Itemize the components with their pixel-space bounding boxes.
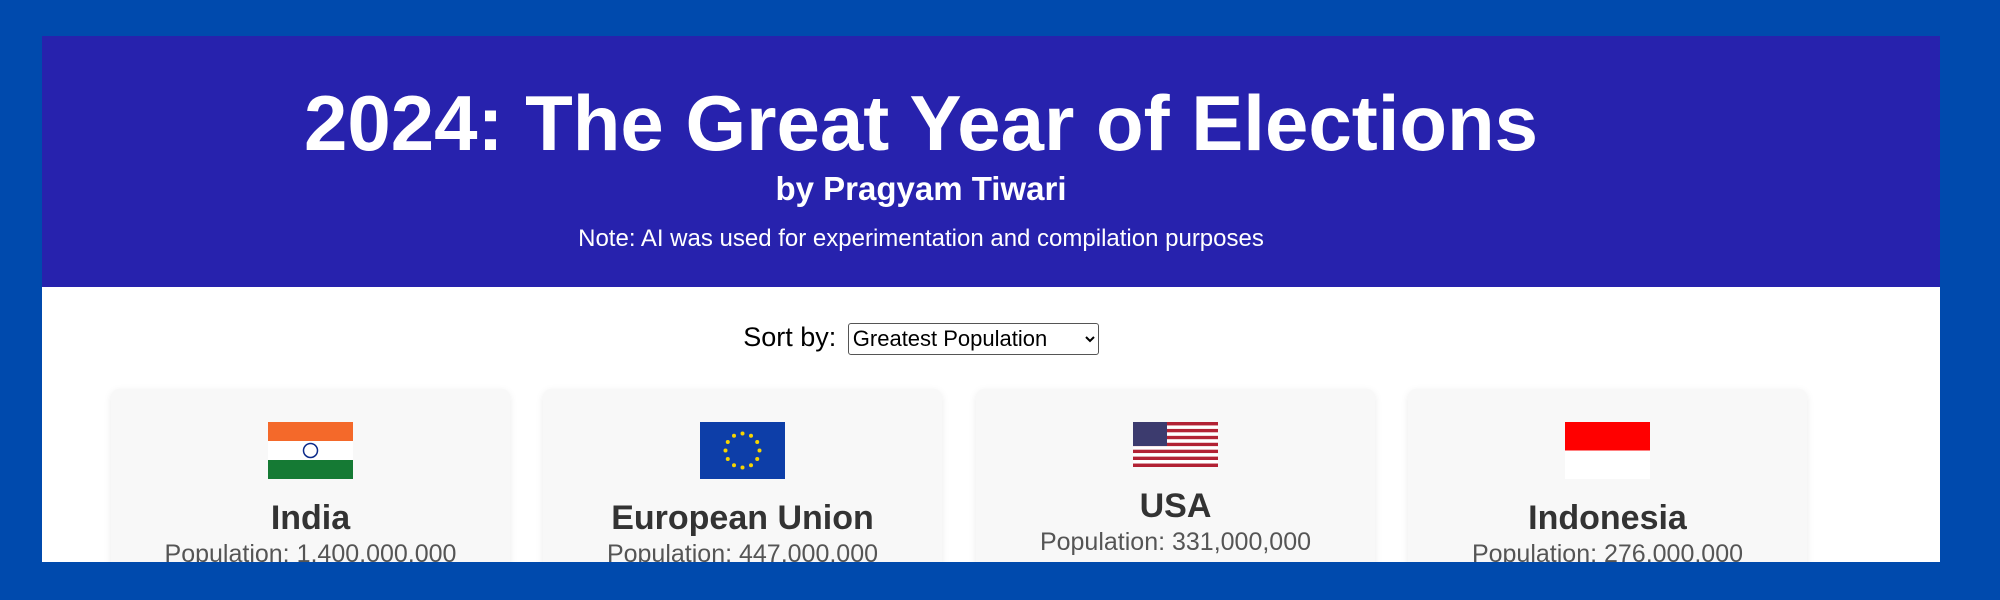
sort-label: Sort by: <box>743 322 837 352</box>
app: 2024: The Great Year of Elections by Pra… <box>42 36 1940 562</box>
country-card: USA Population: 331,000,000 <box>976 389 1375 562</box>
country-population: Population: 331,000,000 <box>1039 528 1312 556</box>
country-population: Population: 276,000,000 <box>1471 540 1744 562</box>
country-name: Indonesia <box>1528 499 1687 537</box>
country-card: India Population: 1,400,000,000 <box>111 389 510 562</box>
flag <box>268 422 353 479</box>
flag <box>1133 422 1218 467</box>
author: by Pragyam Tiwari <box>775 170 1067 207</box>
note: Note: AI was used for experimentation an… <box>578 225 1264 252</box>
country-population: Population: 447,000,000 <box>606 540 879 562</box>
country-population: Population: 1,400,000,000 <box>164 540 457 562</box>
country-name: European Union <box>611 499 874 537</box>
sort-select[interactable]: Greatest Population <box>847 322 1099 355</box>
country-name: India <box>270 499 351 537</box>
title: 2024: The Great Year of Elections <box>303 79 1539 167</box>
flag <box>700 422 785 479</box>
country-card: European Union Population: 447,000,000 <box>543 389 942 562</box>
country-card: Indonesia Population: 276,000,000 <box>1408 389 1807 562</box>
header: 2024: The Great Year of Elections by Pra… <box>42 36 1940 287</box>
country-name: USA <box>1139 487 1212 525</box>
flag <box>1565 422 1650 479</box>
sort-row: Sort by: Greatest Population <box>42 322 1940 355</box>
